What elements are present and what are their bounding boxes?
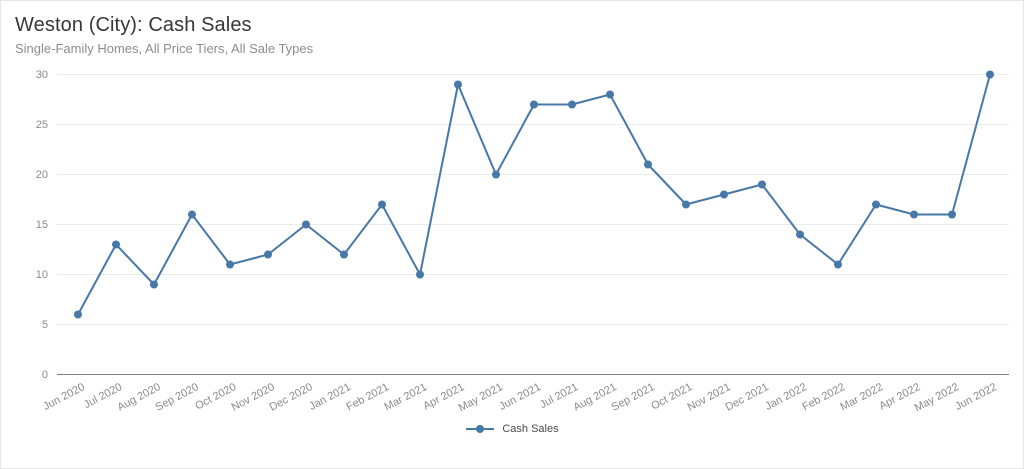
- legend-label: Cash Sales: [502, 423, 559, 435]
- data-point[interactable]: [530, 100, 538, 109]
- legend-item-cash-sales[interactable]: Cash Sales: [465, 423, 559, 435]
- data-point[interactable]: [682, 200, 690, 209]
- data-point[interactable]: [834, 260, 842, 269]
- y-axis-label: 5: [41, 318, 48, 331]
- y-axis-label: 0: [41, 368, 48, 381]
- data-point[interactable]: [606, 90, 614, 99]
- data-point[interactable]: [74, 310, 82, 319]
- line-dot-icon: [466, 425, 495, 433]
- chart-header: Weston (City): Cash Sales Single-Family …: [15, 13, 313, 57]
- data-point[interactable]: [454, 80, 462, 89]
- data-point[interactable]: [112, 240, 120, 249]
- data-point[interactable]: [188, 210, 196, 219]
- data-point[interactable]: [340, 250, 348, 259]
- y-axis-label: 25: [35, 118, 48, 131]
- data-point[interactable]: [378, 200, 386, 209]
- y-axis-label: 20: [35, 168, 48, 181]
- data-point[interactable]: [226, 260, 234, 269]
- series-line: [77, 74, 991, 315]
- data-point[interactable]: [492, 170, 500, 179]
- y-axis-label: 10: [35, 268, 48, 281]
- data-point[interactable]: [948, 210, 956, 219]
- y-axis-label: 30: [35, 68, 48, 81]
- data-point[interactable]: [568, 100, 576, 109]
- data-point[interactable]: [910, 210, 918, 219]
- legend: Cash Sales: [1, 423, 1023, 435]
- page-title: Weston (City): Cash Sales: [15, 14, 252, 36]
- data-point[interactable]: [720, 190, 728, 199]
- data-point[interactable]: [758, 180, 766, 189]
- data-point[interactable]: [150, 280, 158, 289]
- data-point[interactable]: [986, 70, 994, 79]
- data-point[interactable]: [416, 270, 424, 279]
- data-point[interactable]: [872, 200, 880, 209]
- data-point[interactable]: [644, 160, 652, 169]
- page-subtitle: Single-Family Homes, All Price Tiers, Al…: [15, 41, 314, 56]
- data-point[interactable]: [264, 250, 272, 259]
- data-point[interactable]: [796, 230, 804, 239]
- data-point[interactable]: [302, 220, 310, 229]
- y-axis-label: 15: [35, 218, 48, 231]
